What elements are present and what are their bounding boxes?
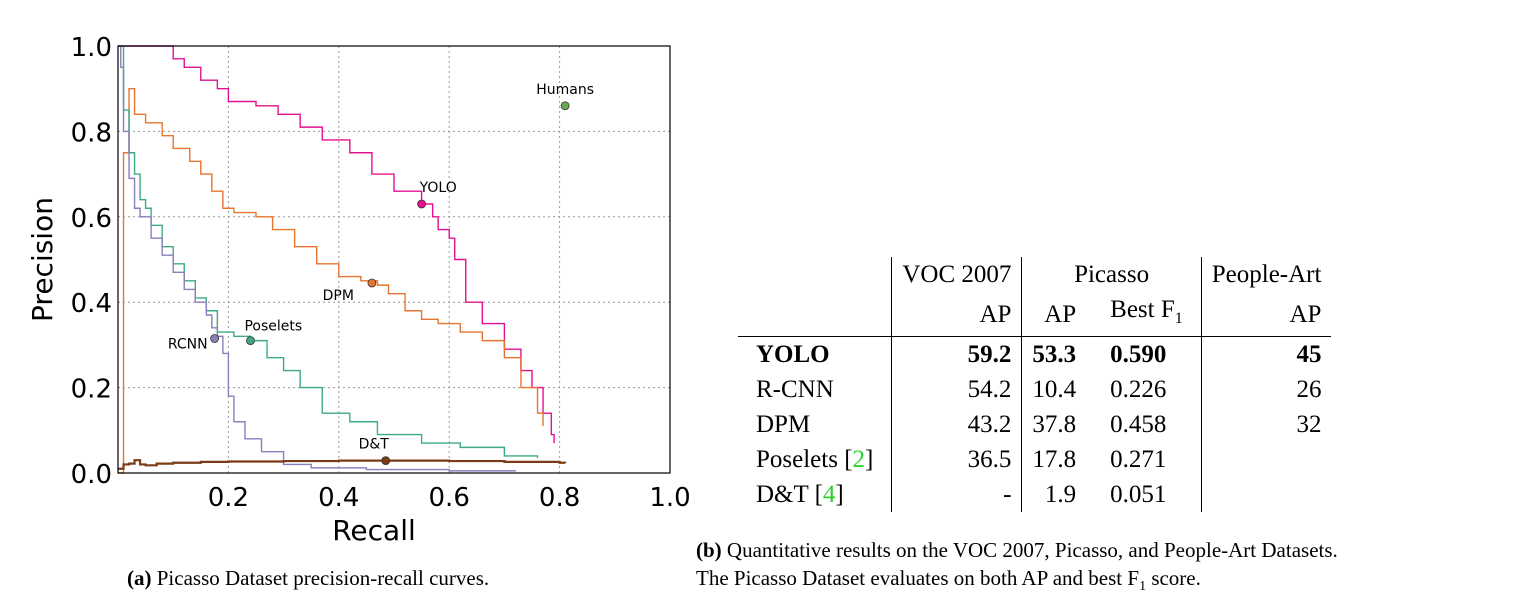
people-art-ap-cell: 32 bbox=[1200, 407, 1332, 442]
x-tick-label: 0.6 bbox=[429, 483, 470, 513]
voc-ap-cell: 43.2 bbox=[891, 407, 1022, 442]
voc-ap-cell: - bbox=[891, 477, 1022, 512]
table-row: YOLO 59.2 53.3 0.590 45 bbox=[738, 336, 1332, 372]
header-picasso: Picasso bbox=[1021, 257, 1202, 292]
header-voc2007: VOC 2007 bbox=[891, 257, 1022, 292]
people-art-ap-cell: 26 bbox=[1200, 372, 1332, 407]
best-f1-cell: 0.590 bbox=[1086, 336, 1202, 372]
citation-link[interactable]: 4 bbox=[822, 481, 836, 508]
marker-poselets bbox=[246, 336, 255, 346]
x-tick-label: 0.2 bbox=[208, 483, 249, 513]
marker-label-yolo: YOLO bbox=[419, 180, 457, 196]
y-tick-label: 0.4 bbox=[71, 289, 112, 319]
best-f1-cell: 0.051 bbox=[1110, 481, 1167, 508]
table-row: R-CNN 54.2 10.4 0.226 26 bbox=[738, 372, 1332, 407]
precision-recall-chart: 0.2 0.4 0.6 0.8 1.0 0.0 0.2 0.4 0.6 0.8 1.0 Recall P… bbox=[26, 33, 691, 547]
table-row: Poselets [2] 36.5 17.8 0.271 bbox=[738, 442, 1332, 477]
header-picasso-ap: AP bbox=[1021, 292, 1087, 337]
method-cell: DPM bbox=[756, 411, 811, 438]
series-line-yolo bbox=[118, 45, 555, 444]
x-axis-label: Recall bbox=[332, 514, 416, 547]
y-tick-label: 0.2 bbox=[71, 375, 112, 405]
header-people-art-ap: AP bbox=[1200, 292, 1332, 337]
y-tick-label: 1.0 bbox=[71, 33, 112, 63]
method-cell: Poselets [2] bbox=[756, 446, 874, 473]
marker-label-rcnn: RCNN bbox=[168, 336, 208, 352]
marker-yolo bbox=[417, 199, 427, 209]
marker-dt bbox=[381, 456, 391, 466]
picasso-ap-cell: 1.9 bbox=[1021, 477, 1087, 512]
marker-rcnn bbox=[210, 334, 220, 343]
table-row: D&T [4] -1.9 0.051 bbox=[738, 477, 1332, 512]
x-tick-label: 1.0 bbox=[649, 483, 690, 513]
picasso-ap-cell: 37.8 bbox=[1021, 407, 1087, 442]
table-row: DPM 43.2 37.8 0.458 32 bbox=[738, 407, 1332, 442]
picasso-ap-cell: 10.4 bbox=[1021, 372, 1087, 407]
table-header-row-1: VOC 2007 Picasso People-Art bbox=[738, 257, 1332, 292]
y-tick-label: 0.6 bbox=[71, 204, 112, 234]
caption-b-line2: The Picasso Dataset evaluates on both AP… bbox=[696, 566, 1201, 595]
plot-frame bbox=[117, 45, 671, 474]
header-voc-ap: AP bbox=[891, 292, 1022, 337]
citation-link[interactable]: 2 bbox=[852, 446, 866, 473]
series-line-rcnn bbox=[118, 45, 517, 472]
best-f1-cell: 0.271 bbox=[1110, 446, 1167, 473]
voc-ap-cell: 36.5 bbox=[891, 442, 1022, 477]
x-tick-label: 0.8 bbox=[539, 483, 580, 513]
y-tick-label: 0.8 bbox=[71, 118, 112, 148]
results-table: VOC 2007 Picasso People-Art AP AP Best F… bbox=[738, 257, 1332, 512]
marker-label-dpm: DPM bbox=[323, 288, 354, 304]
x-tick-label: 0.4 bbox=[318, 483, 359, 513]
marker-dpm bbox=[367, 278, 377, 288]
picasso-ap-cell: 53.3 bbox=[1021, 336, 1087, 372]
table-header-row-2: AP AP Best F1 AP bbox=[738, 292, 1332, 337]
header-people-art: People-Art bbox=[1200, 257, 1332, 292]
caption-b-line1: (b) Quantitative results on the VOC 2007… bbox=[696, 538, 1338, 562]
series-line-poselets bbox=[118, 45, 539, 459]
best-f1-cell: 0.458 bbox=[1110, 411, 1167, 438]
marker-label-dt: D&T bbox=[359, 437, 390, 453]
marker-humans bbox=[560, 101, 570, 111]
voc-ap-cell: 59.2 bbox=[891, 336, 1022, 372]
marker-label-poselets: Poselets bbox=[244, 319, 302, 335]
marker-label-humans: Humans bbox=[536, 82, 594, 98]
people-art-ap-cell bbox=[1200, 442, 1332, 477]
method-cell: D&T [4] bbox=[756, 481, 844, 508]
method-cell: YOLO bbox=[738, 336, 892, 372]
picasso-ap-cell: 17.8 bbox=[1021, 442, 1087, 477]
people-art-ap-cell bbox=[1200, 477, 1332, 512]
method-cell: R-CNN bbox=[756, 376, 834, 403]
best-f1-cell: 0.226 bbox=[1110, 376, 1167, 403]
y-tick-label: 0.0 bbox=[71, 460, 112, 490]
voc-ap-cell: 54.2 bbox=[891, 372, 1022, 407]
series-line-dt bbox=[118, 459, 567, 470]
caption-a: (a) Picasso Dataset precision-recall cur… bbox=[127, 566, 490, 590]
people-art-ap-cell: 45 bbox=[1200, 336, 1332, 372]
y-axis-label: Precision bbox=[26, 197, 59, 322]
header-best-f1: Best F1 bbox=[1110, 296, 1183, 327]
series-line-dpm bbox=[118, 88, 544, 474]
